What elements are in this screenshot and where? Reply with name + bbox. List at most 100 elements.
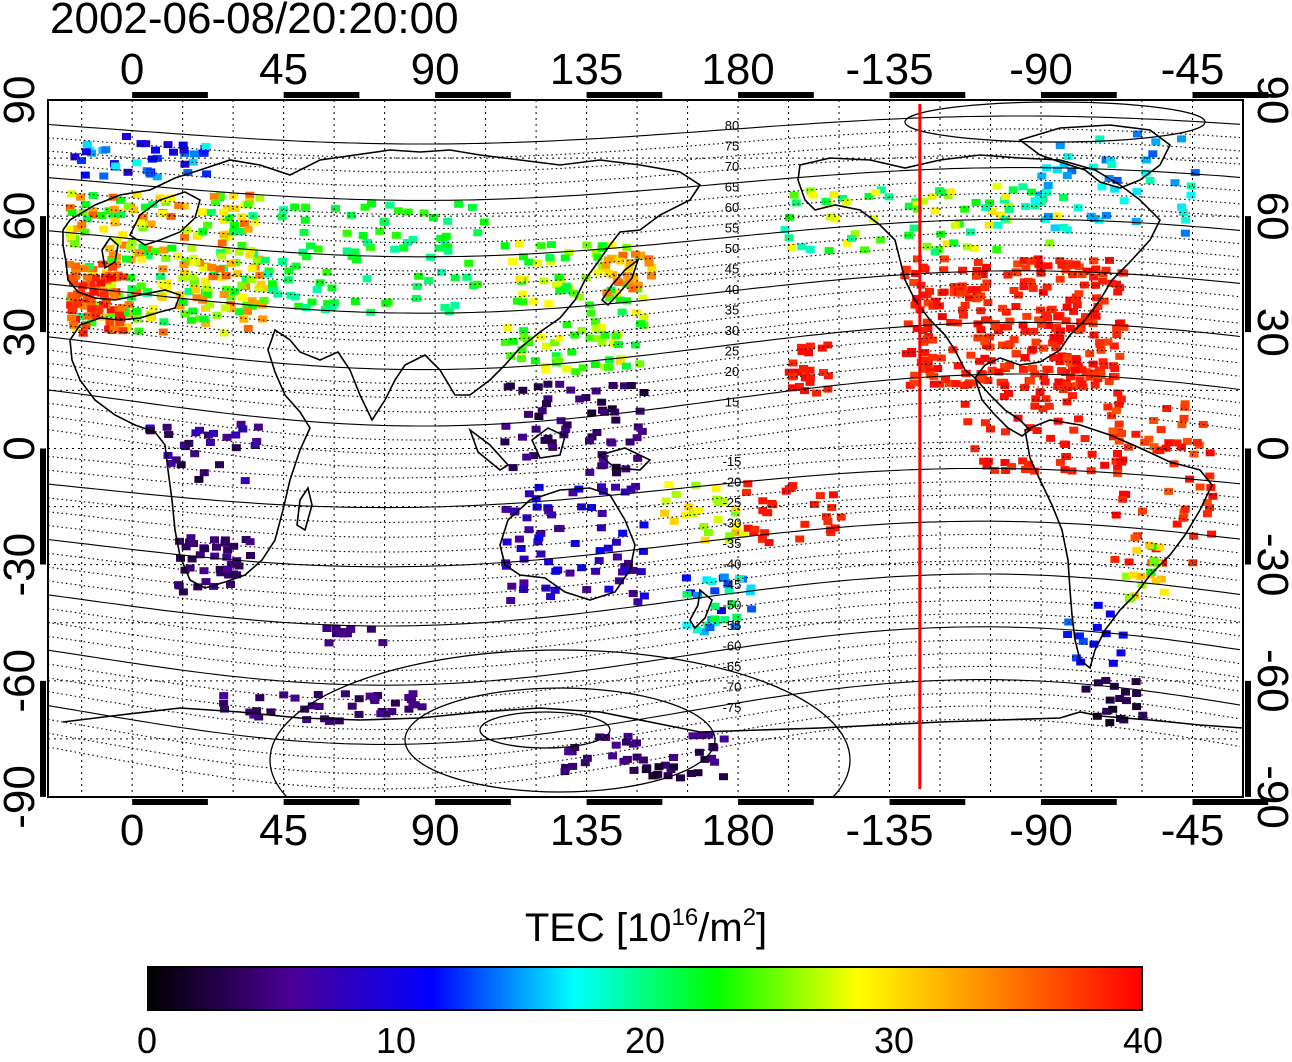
tec-cell <box>188 259 198 266</box>
tec-cell <box>982 462 992 470</box>
tec-cell <box>1205 449 1215 457</box>
tec-cell <box>958 311 968 319</box>
tec-cell <box>508 464 518 472</box>
tec-cell <box>440 303 450 311</box>
tec-cell <box>178 141 188 149</box>
tec-cell <box>982 342 992 349</box>
tec-cell <box>664 481 674 489</box>
tec-cell <box>223 565 233 573</box>
tec-cell <box>763 509 773 517</box>
tec-cell <box>506 597 516 604</box>
tec-cell <box>979 457 989 465</box>
tec-cell <box>1105 256 1114 264</box>
tec-cell <box>325 717 335 724</box>
tec-cell <box>85 263 95 270</box>
tec-cell <box>78 282 88 290</box>
tec-cell <box>206 208 216 216</box>
tec-cell <box>118 308 128 316</box>
tec-cell <box>792 368 802 376</box>
tec-cell <box>215 565 225 573</box>
tec-cell <box>985 199 994 207</box>
tec-cell <box>784 368 794 376</box>
tec-cell <box>159 318 169 326</box>
tec-cell <box>1070 366 1080 374</box>
tec-cell <box>758 497 768 505</box>
tec-cell <box>743 480 753 488</box>
tec-cell <box>805 378 815 386</box>
tec-cell <box>118 231 128 239</box>
tec-cell <box>385 201 395 209</box>
tec-cell <box>1008 186 1018 194</box>
tec-cell <box>871 189 881 196</box>
tec-cell <box>745 588 755 596</box>
tec-cell <box>723 580 733 588</box>
tec-cell <box>1205 504 1214 512</box>
tec-cell <box>876 186 886 194</box>
tec-cell <box>80 228 90 236</box>
contour-label: -70 <box>723 680 742 695</box>
tec-cell <box>68 305 78 313</box>
coast-sumatra <box>468 427 510 471</box>
contour-label: 65 <box>725 180 739 195</box>
tec-cell <box>1021 466 1030 473</box>
tec-cell <box>1074 290 1084 298</box>
tec-cell <box>585 468 595 476</box>
tec-cell <box>1043 262 1053 270</box>
tec-cell <box>370 697 380 705</box>
tec-cell <box>970 244 979 252</box>
tec-cell <box>1098 277 1108 285</box>
tec-cell <box>222 433 232 441</box>
tec-cell <box>669 754 678 761</box>
tec-cell <box>365 243 375 251</box>
tec-cell <box>518 298 528 306</box>
tec-cell <box>1099 362 1109 369</box>
tec-cell <box>929 380 939 388</box>
tec-cell <box>621 738 631 746</box>
tec-cell <box>1001 428 1010 436</box>
tec-cell <box>960 400 970 408</box>
tec-cell <box>464 259 474 267</box>
tec-cell <box>66 225 76 233</box>
tec-cell <box>936 354 946 362</box>
tec-cell <box>340 690 350 698</box>
tec-cell <box>622 297 632 305</box>
tec-cell <box>970 445 980 453</box>
tec-cell <box>797 243 807 251</box>
tec-cell <box>347 253 357 260</box>
tec-cell <box>247 302 257 310</box>
tec-cell <box>237 242 247 249</box>
tec-cell <box>823 372 833 380</box>
tec-cell <box>925 287 934 295</box>
tec-cell <box>86 280 96 288</box>
tec-data-layer <box>65 130 1218 782</box>
tec-cell <box>560 254 570 262</box>
tec-cell <box>193 583 203 591</box>
tec-cell <box>157 293 167 301</box>
tec-cell <box>971 199 981 206</box>
tec-cell <box>606 438 616 446</box>
tec-cell <box>185 564 195 572</box>
tec-cell <box>1121 697 1131 705</box>
tec-cell <box>1177 135 1186 143</box>
tec-cell <box>1172 520 1182 528</box>
tec-cell <box>255 194 265 202</box>
tec-cell <box>212 311 222 319</box>
tec-cell <box>501 422 511 430</box>
tec-cell <box>462 273 472 281</box>
tec-cell <box>223 546 233 554</box>
tec-cell <box>626 485 636 493</box>
magnetic-contour <box>48 270 1241 314</box>
tec-cell <box>688 510 698 518</box>
tec-cell <box>436 234 446 242</box>
tec-cell <box>81 148 91 156</box>
tec-cell <box>1077 366 1087 374</box>
tec-cell <box>560 768 570 776</box>
tec-cell <box>746 584 756 592</box>
tec-cell <box>136 282 146 290</box>
tec-cell <box>286 291 296 299</box>
tec-cell <box>219 216 229 224</box>
tec-cell <box>1077 380 1087 388</box>
tec-cell <box>440 239 450 247</box>
tec-cell <box>1020 203 1030 210</box>
lat-tick-label-left: 60 <box>0 192 44 241</box>
